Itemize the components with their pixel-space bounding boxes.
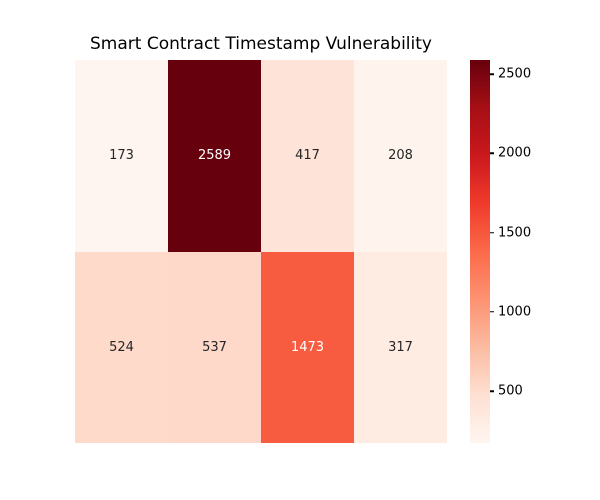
colorbar-tick-mark <box>490 152 494 155</box>
colorbar-tick-mark <box>490 390 494 392</box>
heatmap-cell: 208 <box>354 60 447 252</box>
chart-title: Smart Contract Timestamp Vulnerability <box>90 34 432 54</box>
heatmap-cell: 1473 <box>261 251 354 443</box>
cell-value: 208 <box>388 148 413 164</box>
cell-value: 1473 <box>290 339 325 355</box>
colorbar-tick-label: 1500 <box>498 225 532 241</box>
colorbar-tick-mark <box>490 231 494 234</box>
cell-value: 417 <box>295 148 320 164</box>
cell-value: 2589 <box>197 148 232 164</box>
heatmap-cell: 417 <box>261 60 354 252</box>
heatmap-cell: 2589 <box>168 60 261 252</box>
heatmap-cell: 317 <box>354 251 447 443</box>
colorbar-tick-label: 2500 <box>498 66 532 82</box>
heatmap-cell: 537 <box>168 251 261 443</box>
heatmap-grid: 173 2589 417 208 524 537 1473 317 <box>75 60 447 443</box>
colorbar-tick-label: 2000 <box>498 145 532 161</box>
heatmap-cell: 173 <box>75 60 168 252</box>
colorbar <box>470 60 490 443</box>
colorbar-tick-mark <box>490 311 494 313</box>
colorbar-tick-mark <box>490 73 494 75</box>
colorbar-tick-label: 500 <box>498 383 523 399</box>
heatmap-cell: 524 <box>75 251 168 443</box>
cell-value: 537 <box>202 339 227 355</box>
cell-value: 317 <box>388 339 413 355</box>
cell-value: 173 <box>109 148 134 164</box>
cell-value: 524 <box>109 339 134 355</box>
colorbar-tick-label: 1000 <box>498 304 532 320</box>
